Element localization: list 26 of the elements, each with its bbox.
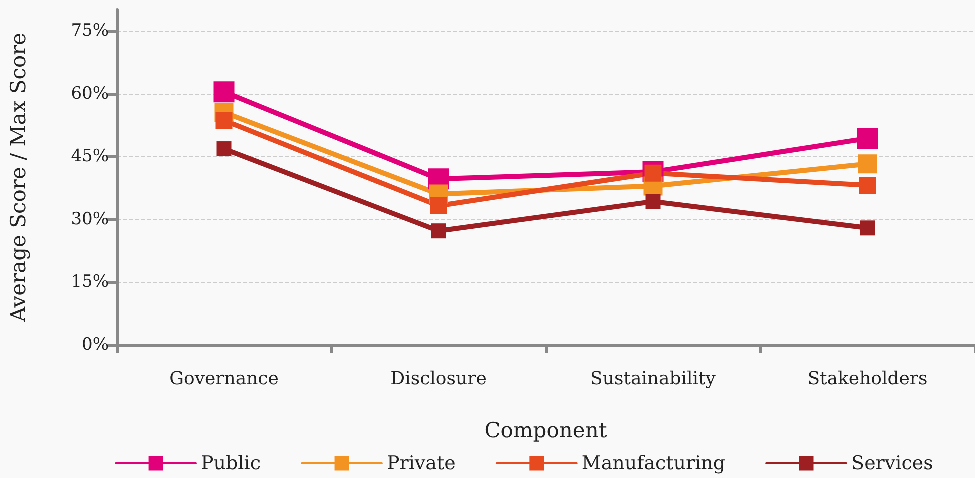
- y-tick-label: 45%: [71, 146, 109, 167]
- y-tick-label: 15%: [71, 272, 109, 292]
- point: [431, 224, 446, 239]
- point: [646, 194, 661, 210]
- point: [858, 154, 878, 174]
- legend-label: Private: [386, 452, 456, 474]
- point: [430, 197, 448, 214]
- point: [216, 112, 233, 130]
- legend-label: Manufacturing: [582, 452, 726, 474]
- y-axis-title: Average Score / Max Score: [6, 32, 30, 324]
- point: [214, 82, 235, 103]
- point: [860, 220, 876, 236]
- y-tick-label: 60%: [71, 84, 109, 104]
- point: [857, 128, 878, 150]
- y-tick-label: 30%: [71, 209, 109, 230]
- point: [859, 176, 876, 194]
- legend-label: Public: [201, 452, 261, 474]
- x-tick-label: Governance: [170, 368, 279, 390]
- x-axis-title: Component: [484, 418, 608, 442]
- x-tick-label: Stakeholders: [808, 368, 928, 390]
- x-tick-label: Disclosure: [390, 368, 487, 390]
- legend-label: Services: [852, 452, 934, 474]
- x-tick-label: Sustainability: [590, 368, 717, 390]
- y-tick-label: 0%: [82, 335, 109, 355]
- point: [216, 142, 232, 157]
- y-tick-label: 75%: [71, 20, 109, 41]
